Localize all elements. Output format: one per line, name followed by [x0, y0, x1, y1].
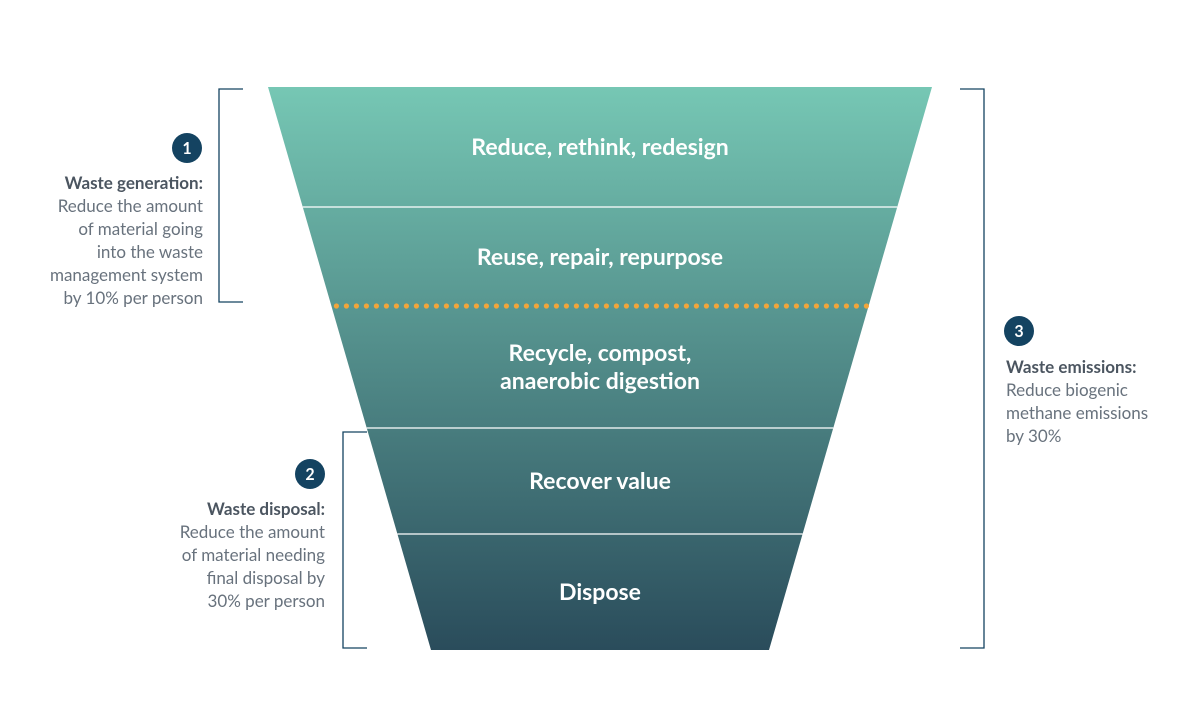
funnel-dotted-divider-dot — [524, 303, 529, 308]
funnel-dotted-divider-dot — [854, 303, 859, 308]
funnel-dotted-divider-dot — [574, 303, 579, 308]
funnel-dotted-divider-dot — [754, 303, 759, 308]
funnel-dotted-divider-dot — [454, 303, 459, 308]
funnel-dotted-divider-dot — [674, 303, 679, 308]
funnel-dotted-divider-dot — [444, 303, 449, 308]
funnel-dotted-divider-dot — [484, 303, 489, 308]
funnel-dotted-divider-dot — [844, 303, 849, 308]
funnel-label-0: Reduce, rethink, redesign — [400, 133, 800, 161]
funnel-dotted-divider-dot — [744, 303, 749, 308]
annotation-3-title: Waste emissions: — [1006, 356, 1191, 377]
annotation-1-title: Waste generation: — [28, 172, 203, 193]
funnel-dotted-divider-dot — [564, 303, 569, 308]
funnel-dotted-divider-dot — [624, 303, 629, 308]
annotation-1-text: Reduce the amount of material going into… — [28, 195, 203, 310]
annotation-2-title: Waste disposal: — [150, 498, 325, 519]
funnel-dotted-divider-dot — [404, 303, 409, 308]
waste-hierarchy-diagram: Reduce, rethink, redesign Reuse, repair,… — [0, 0, 1200, 707]
funnel-dotted-divider-dot — [344, 303, 349, 308]
annotation-badge-1: 1 — [172, 133, 202, 163]
funnel-dotted-divider-dot — [554, 303, 559, 308]
funnel-dotted-divider-dot — [594, 303, 599, 308]
funnel-dotted-divider-dot — [334, 303, 339, 308]
funnel-dotted-divider-dot — [684, 303, 689, 308]
funnel-dotted-divider-dot — [394, 303, 399, 308]
annotation-3-text: Reduce biogenic methane emissions by 30% — [1006, 379, 1191, 448]
funnel-dotted-divider-dot — [704, 303, 709, 308]
annotation-badge-2: 2 — [295, 459, 325, 489]
funnel-label-1: Reuse, repair, repurpose — [400, 243, 800, 271]
funnel-dotted-divider-dot — [514, 303, 519, 308]
funnel-dotted-divider-dot — [364, 303, 369, 308]
funnel-dotted-divider-dot — [534, 303, 539, 308]
funnel-dotted-divider-dot — [864, 303, 869, 308]
funnel-dotted-divider-dot — [644, 303, 649, 308]
funnel-dotted-divider-dot — [804, 303, 809, 308]
funnel-dotted-divider-dot — [714, 303, 719, 308]
funnel-label-2: Recycle, compost, anaerobic digestion — [400, 339, 800, 394]
funnel-dotted-divider-dot — [824, 303, 829, 308]
annotation-bracket-1 — [219, 89, 243, 302]
funnel-dotted-divider-dot — [464, 303, 469, 308]
funnel-dotted-divider-dot — [734, 303, 739, 308]
funnel-dotted-divider-dot — [764, 303, 769, 308]
funnel-dotted-divider-dot — [544, 303, 549, 308]
funnel-dotted-divider-dot — [424, 303, 429, 308]
funnel-dotted-divider-dot — [634, 303, 639, 308]
funnel-dotted-divider-dot — [584, 303, 589, 308]
funnel-dotted-divider-dot — [694, 303, 699, 308]
funnel-dotted-divider-dot — [434, 303, 439, 308]
funnel-dotted-divider-dot — [724, 303, 729, 308]
funnel-dotted-divider-dot — [354, 303, 359, 308]
funnel-label-4: Dispose — [400, 578, 800, 606]
annotation-badge-3: 3 — [1004, 316, 1034, 346]
funnel-label-3: Recover value — [400, 467, 800, 495]
funnel-dotted-divider-dot — [834, 303, 839, 308]
funnel-dotted-divider-dot — [814, 303, 819, 308]
funnel-dotted-divider-dot — [794, 303, 799, 308]
annotation-2-text: Reduce the amount of material needing fi… — [150, 521, 325, 613]
funnel-dotted-divider-dot — [494, 303, 499, 308]
funnel-dotted-divider-dot — [664, 303, 669, 308]
annotation-bracket-2 — [343, 432, 367, 648]
funnel-dotted-divider-dot — [614, 303, 619, 308]
funnel-dotted-divider-dot — [414, 303, 419, 308]
funnel-dotted-divider-dot — [604, 303, 609, 308]
funnel-dotted-divider-dot — [504, 303, 509, 308]
funnel-dotted-divider-dot — [374, 303, 379, 308]
funnel-dotted-divider-dot — [784, 303, 789, 308]
annotation-bracket-3 — [960, 89, 984, 648]
funnel-dotted-divider-dot — [474, 303, 479, 308]
funnel-dotted-divider-dot — [654, 303, 659, 308]
funnel-dotted-divider-dot — [774, 303, 779, 308]
funnel-dotted-divider-dot — [384, 303, 389, 308]
